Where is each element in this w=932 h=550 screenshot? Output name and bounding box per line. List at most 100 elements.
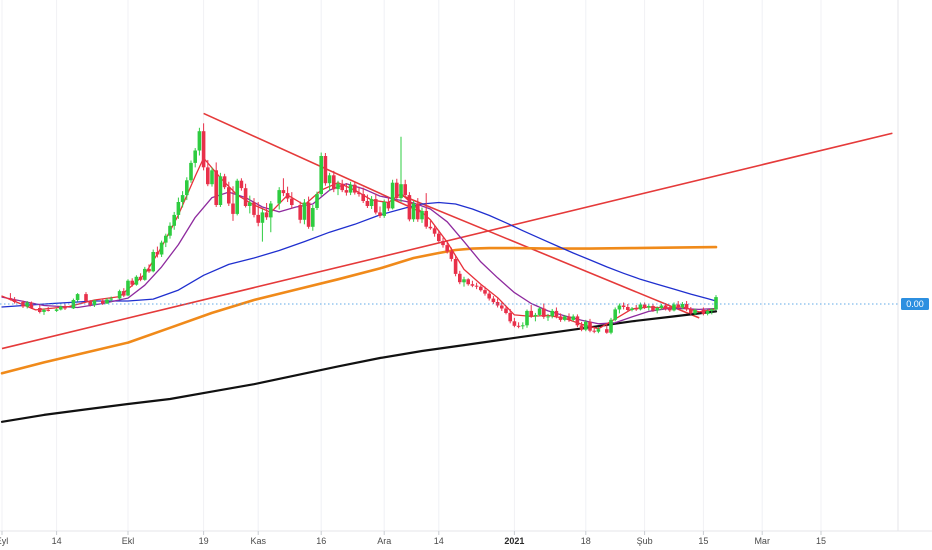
candle-body bbox=[647, 306, 651, 308]
candle-128 bbox=[584, 319, 588, 332]
candle-body bbox=[575, 316, 580, 326]
candle-body bbox=[626, 307, 630, 310]
candle-142 bbox=[647, 304, 651, 311]
candle-body bbox=[122, 291, 126, 296]
candle-body bbox=[537, 308, 542, 315]
price-tag-label: 0.00 bbox=[906, 299, 924, 309]
trendlines[interactable] bbox=[1, 112, 893, 350]
candle-body bbox=[159, 242, 164, 255]
candle-74 bbox=[357, 186, 361, 197]
candle-body bbox=[332, 175, 336, 190]
candle-body bbox=[638, 304, 643, 310]
candle-body bbox=[617, 305, 622, 310]
candle-body bbox=[218, 176, 223, 205]
candle-110 bbox=[508, 308, 512, 324]
candle-98 bbox=[458, 270, 462, 285]
candle-54 bbox=[264, 203, 269, 220]
candle-103 bbox=[479, 285, 483, 292]
candle-body bbox=[525, 310, 529, 326]
candle-body bbox=[92, 300, 97, 305]
candle-body bbox=[243, 188, 248, 206]
candle-86 bbox=[407, 192, 412, 222]
candle-102 bbox=[474, 282, 479, 290]
candle-body bbox=[550, 310, 554, 317]
candle-105 bbox=[487, 291, 491, 301]
candle-body bbox=[180, 195, 185, 202]
candle-body bbox=[369, 199, 374, 206]
candle-body bbox=[277, 190, 281, 204]
candle-46 bbox=[231, 186, 235, 221]
candle-153 bbox=[693, 308, 697, 315]
candle-body bbox=[378, 212, 382, 216]
candle-135 bbox=[617, 303, 622, 314]
candle-body bbox=[311, 208, 315, 227]
candle-body bbox=[185, 180, 189, 196]
candle-130 bbox=[592, 327, 596, 334]
candle-101 bbox=[470, 280, 475, 288]
x-tick-label-4: Kas bbox=[250, 536, 266, 546]
candle-body bbox=[684, 304, 689, 310]
candle-body bbox=[466, 279, 470, 285]
candle-body bbox=[420, 210, 424, 220]
x-tick-label-8: 2021 bbox=[504, 536, 524, 546]
candle-body bbox=[701, 309, 706, 314]
candle-33 bbox=[176, 197, 181, 219]
candle-84 bbox=[399, 136, 403, 203]
candle-60 bbox=[298, 201, 302, 224]
ma_orange-line bbox=[0, 245, 718, 375]
x-tick-label-13: 15 bbox=[816, 536, 826, 546]
candle-71 bbox=[344, 183, 349, 196]
candle-body bbox=[554, 310, 559, 317]
rising-trendline bbox=[1, 132, 893, 350]
candle-body bbox=[609, 319, 613, 333]
candle-141 bbox=[642, 302, 647, 309]
candle-121 bbox=[554, 307, 559, 319]
candle-79 bbox=[378, 206, 382, 218]
candle-15 bbox=[92, 299, 97, 307]
candle-133 bbox=[609, 317, 613, 335]
candle-9 bbox=[59, 305, 63, 311]
candle-139 bbox=[634, 304, 638, 311]
ma_blue-line bbox=[1, 201, 717, 308]
x-tick-label-12: Mar bbox=[754, 536, 770, 546]
candle-63 bbox=[311, 205, 315, 231]
candle-body bbox=[12, 299, 17, 302]
candle-body bbox=[382, 202, 386, 216]
candle-body bbox=[344, 190, 349, 193]
candle-32 bbox=[172, 211, 176, 230]
candle-body bbox=[659, 305, 664, 308]
falling-trendline-2 bbox=[400, 194, 700, 319]
candle-62 bbox=[306, 196, 311, 229]
candle-138 bbox=[630, 306, 634, 312]
candle-body bbox=[210, 170, 214, 185]
candle-body bbox=[542, 308, 546, 317]
candle-99 bbox=[462, 276, 466, 287]
candle-body bbox=[193, 150, 197, 163]
candle-body bbox=[579, 325, 584, 330]
candle-body bbox=[588, 321, 592, 331]
candle-147 bbox=[668, 306, 672, 312]
falling-trendline-1 bbox=[203, 112, 423, 214]
candle-body bbox=[248, 202, 252, 206]
candle-67 bbox=[327, 172, 332, 192]
candle-body bbox=[689, 309, 693, 314]
candle-64 bbox=[315, 191, 319, 210]
candle-18 bbox=[109, 296, 113, 302]
candle-87 bbox=[411, 201, 416, 222]
candle-8 bbox=[54, 308, 59, 312]
candle-88 bbox=[416, 198, 420, 222]
x-tick-label-2: Ekl bbox=[122, 536, 135, 546]
candle-body bbox=[424, 210, 428, 227]
candle-body bbox=[676, 304, 680, 308]
x-tick-label-5: 16 bbox=[316, 536, 326, 546]
candle-body bbox=[134, 276, 139, 285]
candle-35 bbox=[185, 177, 189, 201]
candle-body bbox=[189, 162, 193, 181]
candle-14 bbox=[88, 300, 92, 307]
candle-body bbox=[252, 202, 256, 215]
candle-65 bbox=[319, 152, 323, 197]
candle-2 bbox=[21, 300, 25, 308]
candle-body bbox=[445, 245, 449, 252]
candle-body bbox=[487, 293, 491, 299]
